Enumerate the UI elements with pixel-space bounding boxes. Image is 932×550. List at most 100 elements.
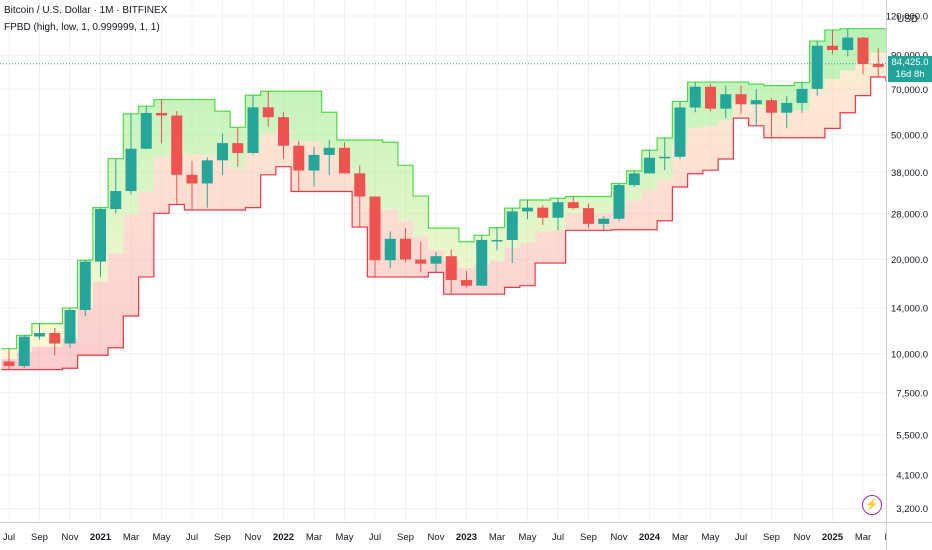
time-tick-label: May [702,532,720,543]
candle-body [34,332,45,337]
candle [644,150,655,174]
price-tick-label: 3,200.0 [896,504,928,515]
price-tick-label: 28,000.0 [891,209,928,220]
candle-body [811,45,823,89]
candle [537,205,549,225]
time-tick-label: Jul [552,532,564,543]
candles [3,28,884,370]
candle-body [644,157,655,174]
candle-body [506,211,518,240]
candle [384,231,396,268]
candle-body [872,64,884,67]
time-tick-label: Jul [735,532,747,543]
candle [262,91,274,127]
price-tick-label: 7,500.0 [896,388,928,399]
last-price-value: 84,425.0 [891,56,929,68]
price-tick-label: 14,000.0 [891,304,928,315]
candle-body [384,238,396,261]
price-tick-label: 38,000.0 [891,168,928,179]
candle [461,270,472,288]
candle [506,208,518,263]
candle-body [400,238,411,260]
candle-body [354,173,366,197]
candle-body [323,147,335,155]
candle-body [49,332,61,344]
lower-band-fill [1,52,886,370]
currency-label[interactable]: USD [897,14,919,25]
candle [64,308,76,348]
time-tick-label: Mar [123,532,139,543]
candle-body [461,280,472,286]
time-axis[interactable]: Jul Sep Nov 2021 Mar May Jul Sep Nov 2022 Mar May Ju… [0,522,903,550]
time-tick-label: 2021 [90,532,112,543]
candle [278,112,289,159]
candle [674,101,686,160]
candle [400,228,411,263]
candle-body [796,88,808,103]
candle [811,41,823,96]
candle-body [79,261,91,310]
candle [18,335,30,369]
candle [628,170,640,188]
candle-body [430,256,442,264]
candle-body [522,207,533,212]
candle [186,160,198,210]
price-tick-label: 20,000.0 [891,255,928,266]
candle-body [445,256,457,281]
price-axis[interactable]: USD 120,000.090,000.070,000.050,000.038,… [886,0,932,522]
candle [247,95,259,155]
upper-band-line [1,28,886,350]
candle [567,196,579,210]
candle [3,348,15,370]
time-tick-label: Sep [214,532,231,543]
candle-body [186,174,198,184]
candle-body [64,309,76,344]
candle [140,106,152,150]
candle-body [583,208,594,224]
candle-body [750,100,762,105]
price-tick-label: 4,100.0 [896,470,928,481]
time-tick-label: May [519,532,537,543]
candle-body [476,239,488,286]
time-tick-label: May [336,532,354,543]
candle-body [613,185,625,219]
candle [79,260,91,317]
symbol-title[interactable]: Bitcoin / U.S. Dollar · 1M · BITFINEX [4,5,168,16]
candle-body [720,94,732,109]
time-tick-label: Nov [62,532,79,543]
candle-body [827,45,838,51]
candle-body [659,156,671,159]
candle [430,252,442,273]
candle [201,157,213,208]
time-tick-label: Sep [580,532,597,543]
candle [476,235,488,286]
candle-body [705,86,716,109]
candle-body [140,112,152,149]
fpbd-bands [1,28,886,371]
indicator-legend[interactable]: FPBD (high, low, 1, 0.999999, 1, 1) [4,22,160,33]
candle [339,142,350,174]
candle-body [781,102,793,113]
candle-body [567,202,579,209]
price-plot[interactable] [0,0,886,522]
candle-body [628,173,640,186]
time-tick-label: 2023 [456,532,477,543]
candle [232,127,244,167]
candle [34,323,45,340]
lightning-icon[interactable]: ⚡ [862,495,882,515]
candle [445,249,457,295]
price-tick-label: 10,000.0 [891,349,928,360]
time-tick-label: May [153,532,171,543]
candle [781,96,793,129]
candle-body [156,112,167,116]
time-tick-label: Mar [489,532,505,543]
candle-body [766,100,777,113]
candle-body [232,143,244,153]
candle [125,113,137,195]
candle [156,99,167,144]
candle [857,37,869,75]
candle-body [735,94,747,105]
candle [293,140,305,192]
time-tick-label: Mar [672,532,688,543]
